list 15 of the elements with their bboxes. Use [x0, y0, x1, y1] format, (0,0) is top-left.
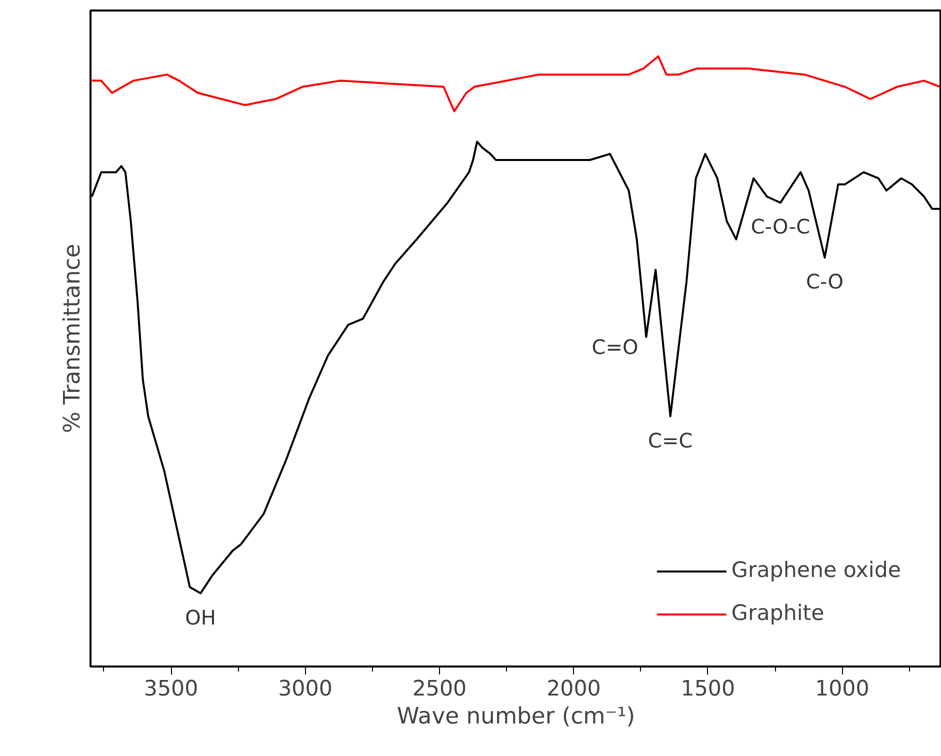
- x-axis-title: Wave number (cm⁻¹): [396, 704, 636, 730]
- x-tick-label: 2500: [412, 676, 467, 702]
- annotation: OH: [185, 605, 216, 630]
- legend-label: Graphite: [731, 601, 824, 626]
- x-tick-label: 3000: [278, 676, 332, 702]
- x-tick-label: 1000: [815, 676, 870, 702]
- annotation: C=C: [648, 428, 693, 452]
- legend-label: Graphene oxide: [731, 558, 901, 583]
- annotation: C=O: [592, 334, 638, 359]
- x-tick-label: 1500: [680, 676, 736, 702]
- y-axis-title: % Transmittance: [60, 244, 86, 434]
- annotation: C-O-C: [750, 214, 810, 239]
- annotation: C-O: [806, 270, 844, 294]
- x-tick-label: 2000: [546, 676, 601, 702]
- x-tick-label: 3500: [144, 676, 198, 702]
